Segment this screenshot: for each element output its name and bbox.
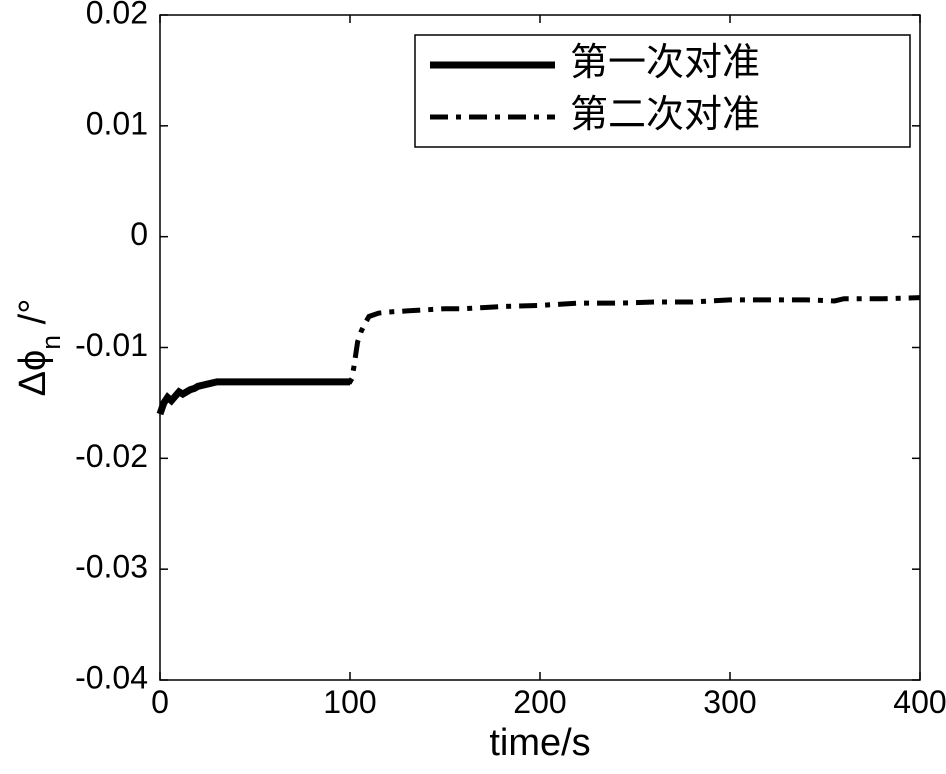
x-tick-label: 300 [703,684,756,720]
plot-border [160,15,920,680]
data-series-group [160,298,920,414]
x-axis-label: time/s [489,722,590,764]
y-axis-label: Δϕn /° [12,299,66,397]
series-1-line [160,382,350,414]
y-tick-label: -0.01 [75,327,148,363]
chart-svg: 0100200300400 -0.04-0.03-0.02-0.0100.010… [0,0,946,774]
x-tick-label: 0 [151,684,169,720]
y-tick-label: -0.03 [75,549,148,585]
series-2-line [160,298,920,414]
y-axis-ticks: -0.04 -0.03 -0.02 -0.01 0 0.01 0.02 [75,0,920,695]
legend: 第一次对准第二次对准 [415,35,910,147]
y-tick-label: -0.02 [75,438,148,474]
x-axis-ticks: 0 100 200 300 400 [151,15,946,720]
y-tick-label: -0.04 [75,659,148,695]
y-tick-label: 0.01 [86,105,148,141]
x-tick-label: 400 [893,684,946,720]
y-tick-label: 0 [130,216,148,252]
y-axis-label-text: Δϕn /° [12,299,66,397]
x-tick-label: 200 [513,684,566,720]
legend-label-1: 第一次对准 [570,42,760,84]
legend-label-2: 第二次对准 [570,94,760,136]
line-chart: 0100200300400 -0.04-0.03-0.02-0.0100.010… [0,0,946,774]
x-tick-label: 100 [323,684,376,720]
y-tick-label: 0.02 [86,0,148,30]
